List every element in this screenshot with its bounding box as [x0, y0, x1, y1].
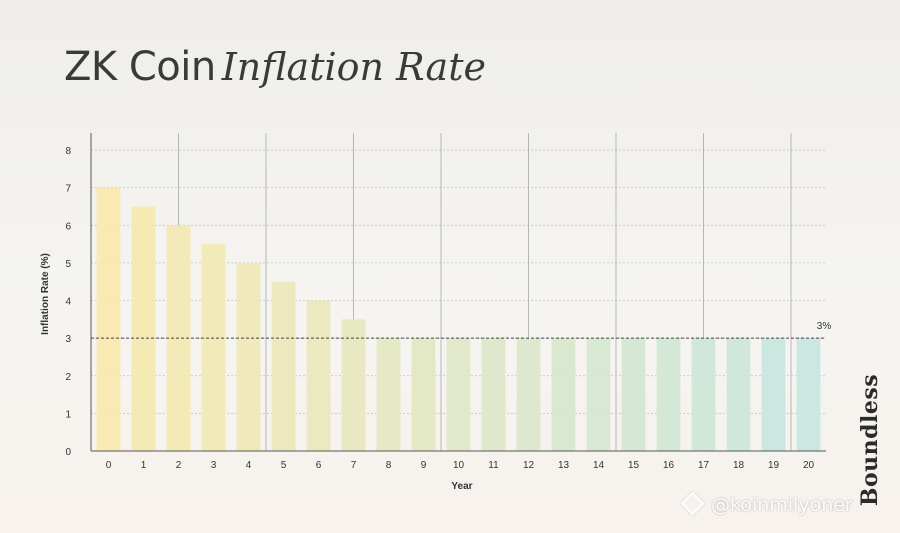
y-axis-title: Inflation Rate (%) — [40, 253, 51, 335]
y-tick-label: 0 — [65, 447, 71, 458]
bar — [341, 319, 366, 451]
x-axis-title: Year — [451, 481, 472, 492]
bar — [201, 244, 226, 451]
x-tick-label: 14 — [593, 460, 605, 471]
bar — [376, 338, 401, 451]
bar — [621, 338, 646, 451]
x-tick-label: 15 — [628, 460, 640, 471]
x-tick-label: 20 — [803, 460, 815, 471]
bar — [131, 206, 156, 451]
x-tick-label: 12 — [523, 460, 535, 471]
bar — [656, 338, 681, 451]
x-tick-label: 9 — [421, 460, 427, 471]
reference-line-label: 3% — [817, 321, 832, 332]
binance-square-icon — [680, 491, 705, 516]
watermark: @koinmilyoner — [680, 491, 853, 516]
y-tick-label: 2 — [65, 372, 71, 383]
bar — [271, 281, 296, 451]
brand-name: Boundless — [857, 373, 883, 507]
x-tick-label: 19 — [768, 460, 780, 471]
bar — [796, 338, 821, 451]
x-tick-label: 7 — [351, 460, 357, 471]
bar — [411, 338, 436, 451]
x-tick-labels: 0 1 2 3 4 5 6 7 8 9 10 11 12 13 14 15 16 17 18 19 20 — [106, 460, 815, 471]
x-tick-label: 6 — [316, 460, 322, 471]
bar — [691, 338, 716, 451]
bar — [481, 338, 506, 451]
x-tick-label: 11 — [488, 460, 499, 471]
title-main: ZK Coin — [64, 44, 216, 90]
brand-logo: Boundless — [857, 374, 883, 506]
y-tick-label: 6 — [65, 221, 71, 232]
bar — [446, 338, 471, 451]
bar — [236, 262, 261, 451]
x-tick-label: 1 — [141, 460, 147, 471]
x-tick-label: 0 — [106, 460, 112, 471]
axes — [90, 133, 826, 452]
chart-title: ZK Coin Inflation Rate — [64, 44, 486, 90]
x-tick-label: 2 — [176, 460, 182, 471]
x-tick-label: 18 — [733, 460, 745, 471]
x-tick-label: 8 — [386, 460, 392, 471]
x-tick-label: 16 — [663, 460, 675, 471]
y-tick-label: 1 — [65, 409, 71, 420]
x-tick-label: 17 — [698, 460, 710, 471]
bar — [516, 338, 541, 451]
y-tick-label: 4 — [65, 297, 71, 308]
watermark-text: @koinmilyoner — [711, 494, 853, 516]
bar — [726, 338, 751, 451]
bar — [761, 338, 786, 451]
y-tick-label: 7 — [65, 184, 71, 195]
y-tick-label: 5 — [65, 259, 71, 270]
x-tick-label: 4 — [246, 460, 252, 471]
title-italic: Inflation Rate — [221, 45, 486, 89]
x-tick-label: 10 — [453, 460, 465, 471]
bar — [586, 338, 611, 451]
bar-series — [96, 187, 821, 451]
y-tick-labels: 0 1 2 3 4 5 6 7 8 — [65, 146, 71, 458]
x-tick-label: 13 — [558, 460, 570, 471]
x-tick-label: 3 — [211, 460, 217, 471]
bar — [551, 338, 576, 451]
bar — [306, 300, 331, 451]
y-tick-label: 8 — [65, 146, 71, 157]
bar — [96, 187, 121, 451]
x-tick-label: 5 — [281, 460, 287, 471]
y-tick-label: 3 — [65, 334, 71, 345]
